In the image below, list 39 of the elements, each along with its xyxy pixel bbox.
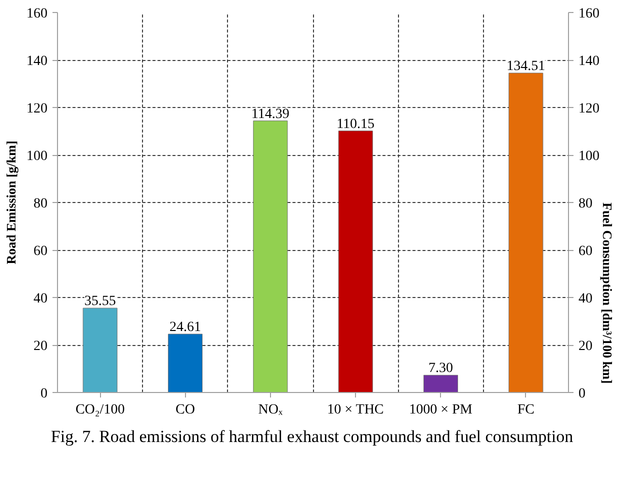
y-tick-label: 40 (34, 292, 48, 306)
y2-tick-label: 100 (578, 149, 600, 164)
data-label: 35.55 (84, 294, 116, 310)
y2-tick-label: 160 (578, 6, 600, 22)
y2-tick-label: 0 (578, 386, 586, 402)
y-tick-label: 120 (26, 102, 48, 116)
y2-tick-label: 120 (578, 102, 600, 116)
x-tick-label: FC (517, 402, 534, 418)
y2-tick-label: 60 (578, 244, 592, 259)
data-label: 134.51 (506, 59, 546, 74)
x-tick-label: NOₓ (258, 402, 284, 418)
y2-tick-label: 40 (578, 292, 592, 306)
bar (508, 72, 544, 392)
y2-axis-title: Fuel Consumption [dm³/100 km] (600, 202, 615, 384)
caption: Fig. 7. Road emissions of harmful exhaust compounds and fuel consumption (50, 426, 574, 448)
data-label: 114.39 (251, 106, 290, 122)
y-tick-label: 0 (40, 386, 48, 402)
data-label: 24.61 (170, 320, 201, 336)
data-label: 7.30 (428, 361, 453, 376)
bar (82, 308, 118, 392)
bar (338, 130, 373, 392)
x-tick-label: CO (176, 402, 195, 418)
y-tick-label: 100 (26, 149, 48, 164)
y2-tick-label: 20 (578, 339, 592, 354)
x-tick-label: 1000 × PM (409, 402, 473, 418)
x-tick-label: 10 × THC (327, 402, 384, 418)
bar (253, 120, 288, 392)
y-tick-label: 140 (26, 54, 48, 69)
y-tick-label: 160 (26, 6, 48, 22)
y2-tick-label: 140 (578, 54, 600, 69)
data-label: 110.15 (336, 116, 375, 132)
bar (423, 374, 458, 392)
y-tick-label: 20 (34, 339, 48, 354)
y2-tick-label: 80 (578, 196, 592, 212)
x-tick-label: CO₂/100 (75, 402, 125, 418)
y-axis-title: Road Emission [g/km] (4, 140, 18, 264)
y-tick-label: 60 (34, 244, 48, 259)
bar (168, 334, 203, 392)
y-tick-label: 80 (34, 196, 48, 212)
